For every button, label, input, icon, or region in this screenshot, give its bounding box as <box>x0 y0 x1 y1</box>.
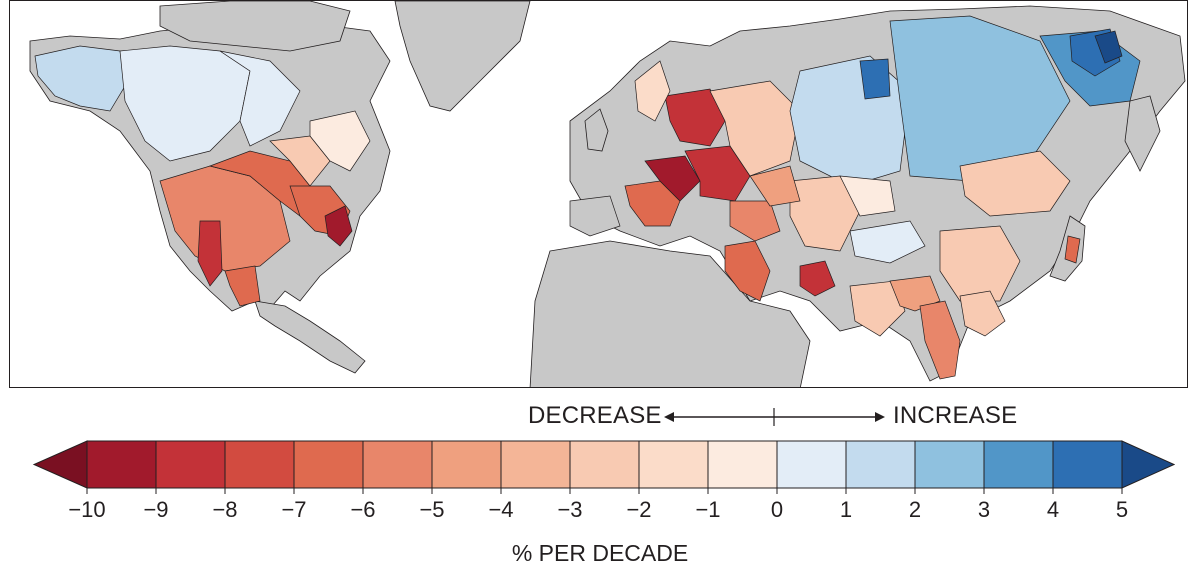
colorbar-tick-label: 2 <box>908 497 922 522</box>
basin-turkey <box>729 200 781 242</box>
colorbar-bin-12 <box>914 440 985 489</box>
basin-canada-east <box>309 110 371 172</box>
basin-baltic <box>664 88 726 147</box>
colorbar-tick-label: 3 <box>977 497 991 522</box>
basin-indochina <box>959 290 1006 337</box>
basin-us-southwest <box>197 220 223 287</box>
colorbar-tick-label: −5 <box>419 497 445 522</box>
colorbar-bin-11 <box>845 440 916 489</box>
world-map <box>29 1 1186 387</box>
basin-lena-north <box>859 58 891 100</box>
colorbar-tick-label: −3 <box>557 497 583 522</box>
colorbar-tick-label: −6 <box>350 497 376 522</box>
colorbar-bin-4 <box>362 440 433 489</box>
colorbar-bin-1 <box>155 440 226 489</box>
unit-label: % PER DECADE <box>511 540 689 566</box>
colorbar-bin-5 <box>431 440 502 489</box>
colorbar-bin-7 <box>569 440 640 489</box>
colorbar-bin-2 <box>224 440 295 489</box>
basin-iran <box>799 260 836 297</box>
colorbar-tick-label: −2 <box>626 497 652 522</box>
basin-us-northeast <box>269 135 331 187</box>
basin-far-east-dark <box>1094 30 1123 64</box>
colorbar-bin-6 <box>500 440 571 489</box>
basin-layer <box>34 15 1141 380</box>
colorbar-tick-label: −7 <box>281 497 307 522</box>
colorbar-bin-8 <box>638 440 709 489</box>
colorbar-tick-label: −10 <box>68 497 106 522</box>
basin-ukraine <box>749 165 801 207</box>
basin-mexico-north <box>224 265 261 307</box>
basin-central-europe <box>644 155 701 202</box>
basin-iberia <box>569 195 621 237</box>
colorbar-tick-label: −1 <box>695 497 721 522</box>
basin-hudson-bay <box>219 50 301 147</box>
basin-japan <box>1064 235 1081 264</box>
map-frame <box>9 0 1188 388</box>
basin-scandinavia <box>634 60 671 122</box>
colorbar-bin-10 <box>776 440 847 489</box>
arrow-left-head <box>664 412 674 422</box>
basin-southeast-asia <box>919 300 961 380</box>
colorbar-tick-label: 1 <box>839 497 853 522</box>
colorbar-bin-0 <box>86 440 157 489</box>
colorbar-tick-label: −9 <box>143 497 169 522</box>
decrease-label: DECREASE <box>528 402 662 429</box>
colorbar-tick-label: −8 <box>212 497 238 522</box>
basin-west-china <box>849 220 926 264</box>
basin-russia-west <box>709 80 801 177</box>
land-arctic-canada <box>159 1 351 52</box>
basin-china-east <box>939 225 1021 302</box>
arrow-right-head <box>875 412 885 422</box>
land-africa <box>529 240 811 387</box>
colorbar-tick-label: −4 <box>488 497 514 522</box>
colorbar-bin-3 <box>293 440 364 489</box>
colorbar <box>32 440 1175 494</box>
colorbar-bin-13 <box>983 440 1054 489</box>
colorbar-bin-9 <box>707 440 778 489</box>
colorbar-tick-label: 5 <box>1115 497 1129 522</box>
colorbar-over-arrow <box>1121 440 1175 489</box>
land-kamchatka <box>1124 95 1161 172</box>
land-british-isles <box>584 108 609 152</box>
colorbar-tick-label: 0 <box>770 497 784 522</box>
colorbar-tick-label: 4 <box>1046 497 1060 522</box>
increase-label: INCREASE <box>893 402 1018 429</box>
basin-mongolia <box>959 150 1071 217</box>
direction-arrow <box>664 408 885 426</box>
basin-us-atlantic-coast <box>324 205 353 247</box>
colorbar-bin-14 <box>1052 440 1123 489</box>
basin-india <box>849 280 906 337</box>
basin-canada-west <box>119 45 251 162</box>
basin-kazakhstan-east <box>839 175 896 217</box>
land-greenland <box>394 1 531 112</box>
basin-alaska <box>34 45 126 112</box>
land-central-america <box>254 300 366 374</box>
colorbar-under-arrow <box>32 440 88 489</box>
